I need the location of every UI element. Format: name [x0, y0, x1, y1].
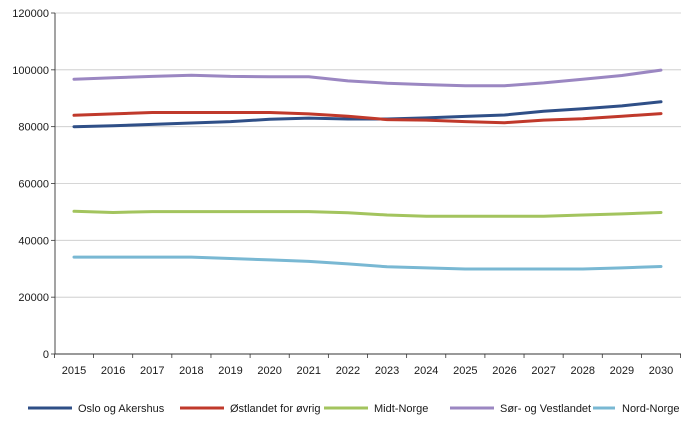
- series-line: [74, 211, 661, 216]
- x-tick-label: 2022: [336, 365, 360, 377]
- series-line: [74, 257, 661, 269]
- series-line: [74, 113, 661, 123]
- y-tick-label: 20000: [18, 292, 49, 304]
- x-tick-label: 2029: [610, 365, 634, 377]
- x-tick-label: 2028: [570, 365, 594, 377]
- legend-label: Sør- og Vestlandet: [500, 403, 591, 415]
- y-tick-label: 60000: [18, 179, 49, 191]
- x-tick-label: 2017: [140, 365, 164, 377]
- series-line: [74, 102, 661, 127]
- legend-label: Nord-Norge: [622, 403, 679, 415]
- legend-label: Østlandet for øvrig: [230, 403, 320, 415]
- legend-label: Midt-Norge: [374, 403, 428, 415]
- legend: Oslo og Akershus Østlandet for øvrig Midt-…: [28, 403, 679, 415]
- x-tick-label: 2016: [101, 365, 125, 377]
- grid: [55, 13, 681, 297]
- x-tick-label: 2025: [453, 365, 477, 377]
- series-line: [74, 70, 661, 86]
- x-tick-label: 2026: [492, 365, 516, 377]
- x-tick-label: 2018: [179, 365, 203, 377]
- x-tick-label: 2021: [297, 365, 321, 377]
- y-tick-label: 0: [43, 349, 49, 361]
- x-tick-label: 2020: [257, 365, 281, 377]
- y-tick-label: 40000: [18, 235, 49, 247]
- legend-label: Oslo og Akershus: [78, 403, 165, 415]
- x-tick-label: 2027: [531, 365, 555, 377]
- y-tick-label: 120000: [12, 8, 49, 20]
- x-axis: 2015 2016 2017 2018 2019 2020 2021 2022 2023 2024…: [54, 354, 680, 377]
- y-axis: 0 20000 40000 60000 80000 100000 120000: [12, 8, 55, 361]
- x-tick-label: 2030: [649, 365, 673, 377]
- x-tick-label: 2024: [414, 365, 438, 377]
- x-tick-label: 2015: [62, 365, 86, 377]
- series-lines: [74, 70, 661, 269]
- y-tick-label: 80000: [18, 122, 49, 134]
- x-tick-label: 2019: [218, 365, 242, 377]
- y-tick-label: 100000: [12, 65, 49, 77]
- x-tick-label: 2023: [375, 365, 399, 377]
